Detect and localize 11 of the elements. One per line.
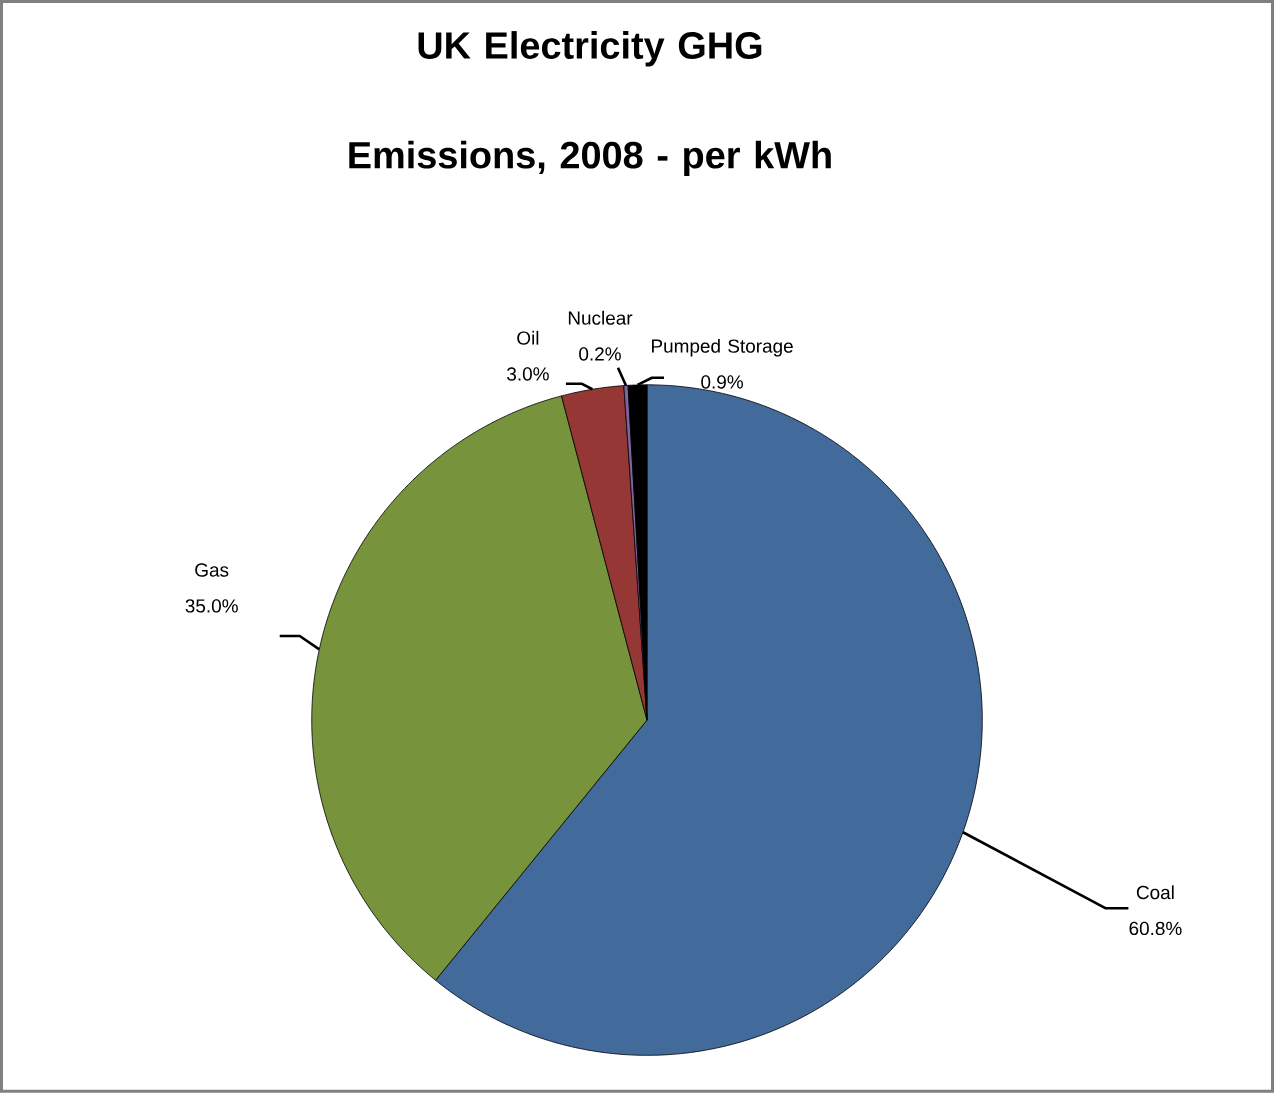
data-label: 3.0%	[507, 367, 549, 381]
slice-label: Pumped Storage	[652, 338, 793, 357]
data-label: 60.8%	[1129, 921, 1182, 936]
data-label: 0.2%	[579, 347, 621, 361]
data-label: 0.9%	[701, 375, 743, 389]
chart-title: UK Electricity GHG Emissions, 2008 - per kWh	[349, 31, 831, 177]
slice-label: Oil	[517, 330, 539, 345]
slice-label: Coal	[1136, 885, 1174, 900]
slice-label: Gas	[195, 563, 229, 577]
slice-label: Nuclear	[568, 310, 633, 325]
data-label: 35.0%	[185, 599, 238, 613]
